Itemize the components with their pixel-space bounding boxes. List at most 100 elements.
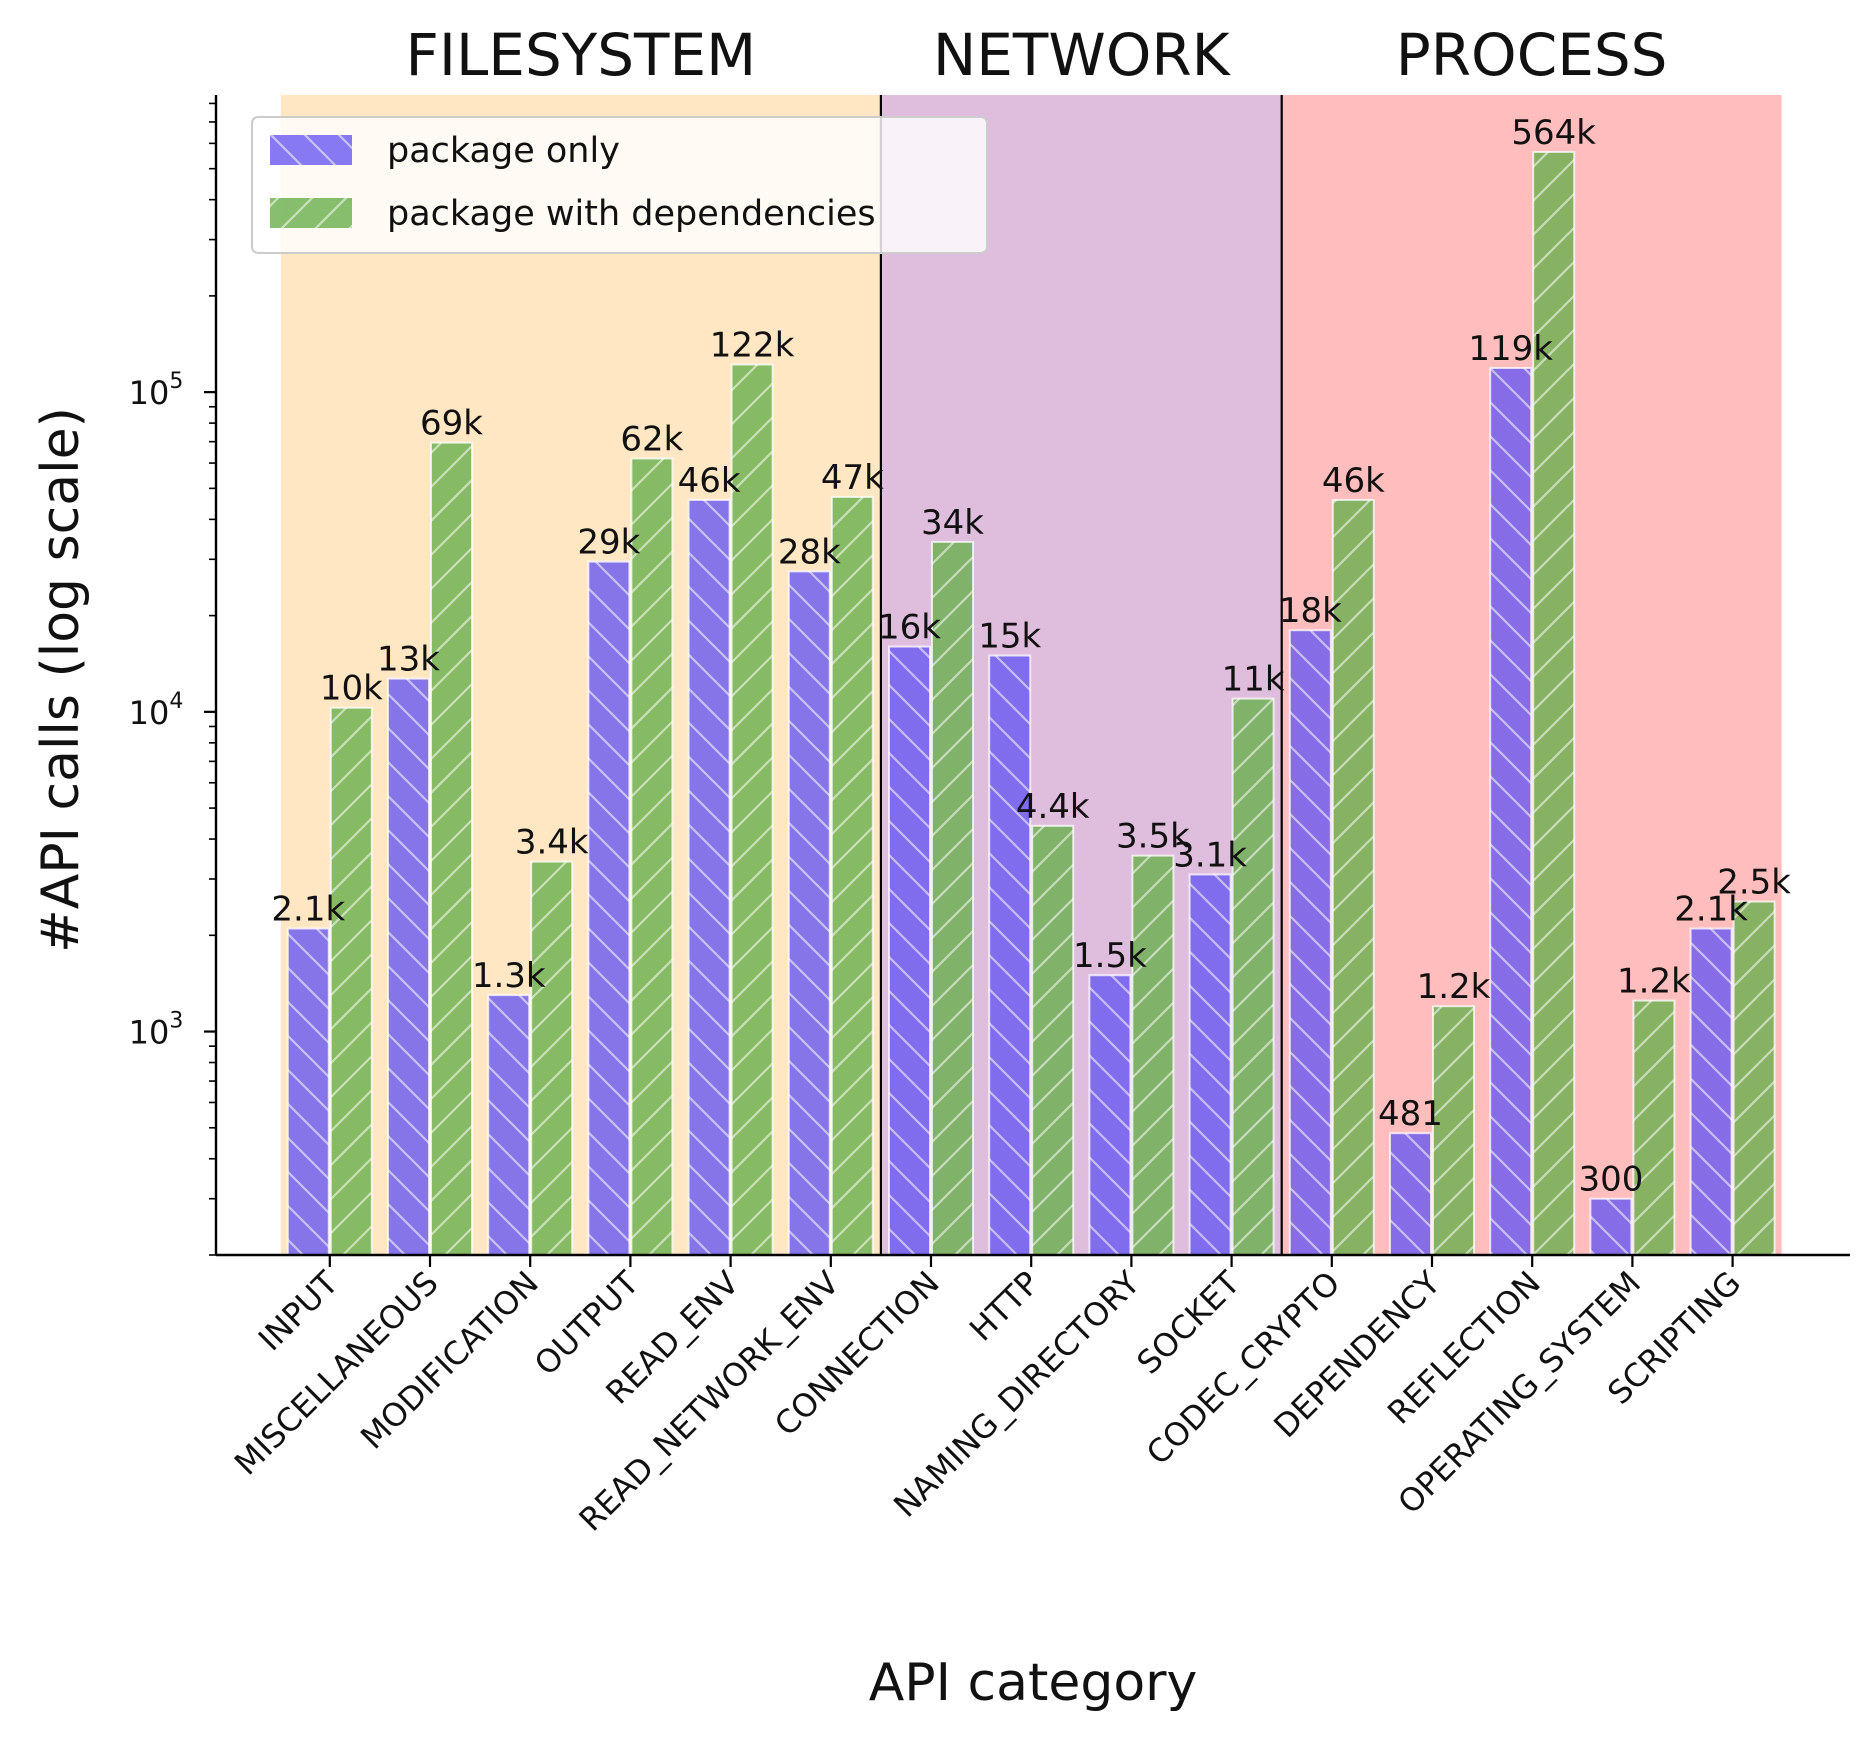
bar-with-deps-read_env-hatch [730,363,774,1257]
data-label: 1.5k [1073,936,1147,976]
bar-package-only-operating_system-hatch [1589,1197,1633,1256]
bar-with-deps-modification [530,860,574,1256]
bar-package-only-dependency [1389,1132,1432,1257]
group-band-filesystem [280,95,881,1255]
data-label: 29k [577,523,640,563]
group-title-filesystem: FILESYSTEM [406,21,757,89]
data-label: 300 [1578,1160,1643,1200]
bar-package-only-input-hatch [286,927,330,1257]
data-label: 1.3k [472,956,546,996]
bar-with-deps-read_network_env-hatch [830,495,874,1256]
bar-package-only-socket [1188,873,1232,1257]
bar-package-only-reflection [1489,366,1533,1256]
bar-package-only-read_env [687,498,731,1257]
y-tick-base: 10 [129,1014,170,1052]
bar-package-only-read_network_env [787,570,831,1256]
bar-package-only-read_network_env-hatch [787,570,831,1256]
bar-with-deps-dependency-hatch [1432,1005,1475,1256]
bar-package-only-naming_directory [1088,974,1132,1256]
data-label: 13k [377,640,440,680]
bar-with-deps-dependency [1432,1005,1475,1256]
data-label: 15k [978,617,1041,657]
bar-package-only-scripting [1689,927,1733,1257]
category-label-http: HTTP [962,1264,1047,1349]
bar-package-only-http [988,654,1032,1256]
y-tick-exponent: 5 [169,369,183,394]
data-label: 3.1k [1173,835,1247,875]
category-label-input: INPUT [251,1263,346,1358]
bar-with-deps-connection [931,540,974,1256]
bar-with-deps-reflection-hatch [1532,150,1576,1256]
data-label: 564k [1511,113,1596,153]
bar-with-deps-output [630,457,674,1257]
data-label: 1.2k [1617,962,1691,1002]
legend-entry: package only [270,131,620,171]
bar-with-deps-output-hatch [630,457,674,1257]
bar-with-deps-socket-hatch [1231,697,1275,1256]
data-label: 18k [1279,591,1342,631]
data-label: 28k [778,532,841,572]
bar-with-deps-input-hatch [329,706,373,1256]
bar-package-only-operating_system [1589,1197,1633,1256]
bar-with-deps-naming_directory-hatch [1131,854,1175,1256]
legend-label: package only [387,131,620,171]
bar-package-only-modification [487,994,531,1257]
bar-with-deps-scripting-hatch [1732,900,1776,1256]
legend-entry: package with dependencies [270,194,876,234]
bar-with-deps-http-hatch [1031,824,1075,1257]
bar-with-deps-read_network_env [830,495,874,1256]
y-tick-label: 104 [129,689,184,732]
data-label: 481 [1378,1094,1443,1134]
bar-with-deps-reflection [1532,150,1576,1256]
group-title-process: PROCESS [1396,21,1668,89]
bar-package-only-http-hatch [988,654,1032,1256]
bar-package-only-codec_crypto-hatch [1288,629,1332,1256]
data-label: 2.5k [1717,863,1791,903]
legend: package only package with dependencies [251,116,988,254]
legend-swatch-hatch [270,135,352,165]
data-label: 46k [678,461,741,501]
bars [286,150,1776,1257]
bar-with-deps-naming_directory [1131,854,1175,1256]
data-label: 47k [821,458,884,498]
bar-with-deps-operating_system-hatch [1632,999,1676,1256]
y-tick-base: 10 [129,694,170,732]
legend-label: package with dependencies [387,194,876,234]
y-tick-exponent: 4 [169,689,183,714]
legend-swatch-hatch [270,198,352,228]
data-label: 119k [1468,329,1553,369]
data-label: 69k [420,404,483,444]
data-label: 2.1k [271,890,345,930]
bar-with-deps-miscellaneous-hatch [430,441,473,1256]
bar-package-only-modification-hatch [487,994,531,1257]
data-label: 11k [1222,660,1285,700]
data-label: 4.4k [1016,787,1090,827]
bar-with-deps-input [329,706,373,1256]
bar-with-deps-socket [1231,697,1275,1256]
bar-with-deps-operating_system [1632,999,1676,1256]
bar-package-only-output-hatch [587,560,631,1256]
y-tick-base: 10 [129,374,170,412]
bar-with-deps-connection-hatch [931,540,974,1256]
legend-box [251,116,988,254]
bar-with-deps-codec_crypto [1331,498,1375,1257]
y-axis-title: #API calls (log scale) [31,407,91,953]
bar-with-deps-codec_crypto-hatch [1331,498,1375,1257]
bar-package-only-codec_crypto [1288,629,1332,1256]
bar-package-only-naming_directory-hatch [1088,974,1132,1256]
y-tick-label: 103 [129,1009,184,1052]
data-label: 2.1k [1674,890,1748,930]
y-tick-label: 105 [129,369,184,412]
data-label: 46k [1322,461,1385,501]
data-label: 3.5k [1116,817,1190,857]
data-label: 10k [320,669,383,709]
bar-with-deps-read_env [730,363,774,1257]
bar-package-only-connection-hatch [888,645,931,1256]
bar-package-only-miscellaneous-hatch [387,677,430,1256]
bar-package-only-input [286,927,330,1257]
bar-with-deps-http [1031,824,1075,1257]
bar-with-deps-modification-hatch [530,860,574,1256]
group-title-network: NETWORK [933,21,1232,89]
bar-package-only-socket-hatch [1188,873,1232,1257]
bar-package-only-connection [888,645,931,1256]
